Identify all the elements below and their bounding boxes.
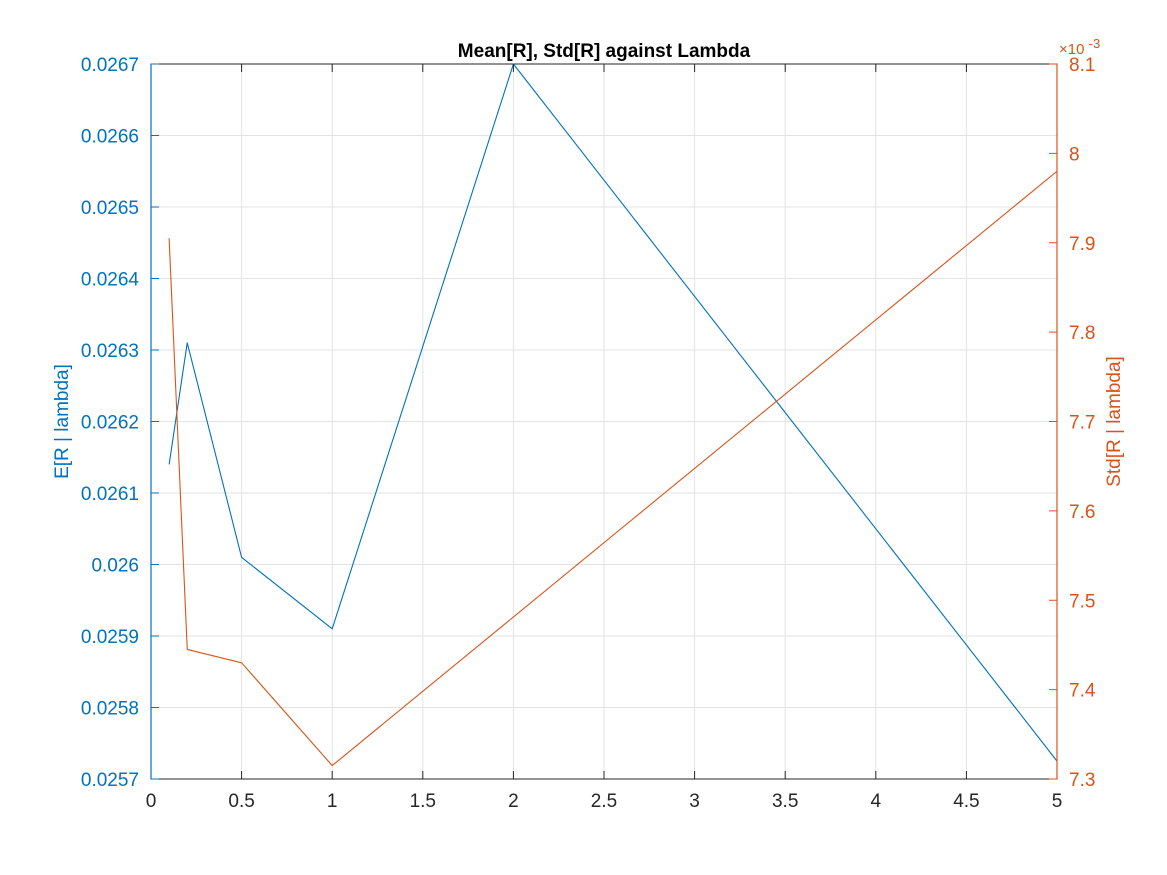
left-y-tick-label: 0.0264 bbox=[81, 270, 140, 291]
x-tick-label: 0.5 bbox=[228, 791, 254, 812]
x-tick-label: 2 bbox=[508, 791, 519, 812]
x-tick-label: 4 bbox=[871, 791, 882, 812]
left-y-tick-label: 0.0263 bbox=[81, 341, 139, 362]
chart-title: Mean[R], Std[R] against Lambda bbox=[458, 41, 751, 62]
x-tick-label: 4.5 bbox=[953, 791, 979, 812]
std-series-line bbox=[168, 170, 1058, 767]
right-axis-exponent: ×10 -3 bbox=[1059, 36, 1100, 58]
right-y-tick-label: 8.1 bbox=[1069, 55, 1095, 76]
left-y-tick-label: 0.0257 bbox=[81, 770, 139, 791]
mean-series-line bbox=[168, 63, 1058, 762]
x-tick-label: 0 bbox=[146, 791, 157, 812]
grid bbox=[150, 63, 1058, 780]
x-tick-label: 1.5 bbox=[410, 791, 436, 812]
right-y-tick-label: 8 bbox=[1069, 144, 1080, 165]
left-y-tick-label: 0.0267 bbox=[81, 55, 139, 76]
x-tick-label: 3.5 bbox=[772, 791, 798, 812]
left-y-tick-label: 0.0259 bbox=[81, 627, 139, 648]
right-y-tick-label: 7.7 bbox=[1069, 413, 1095, 434]
right-axis-label: Std[R | lambda] bbox=[1104, 356, 1125, 487]
exponent-base: ×10 bbox=[1059, 41, 1084, 58]
right-y-tick-label: 7.6 bbox=[1069, 502, 1095, 523]
left-y-tick-label: 0.0265 bbox=[81, 198, 139, 219]
exponent-power: -3 bbox=[1089, 36, 1101, 51]
axes: 0 0.5 1 1.5 2 2.5 3 3.5 4 4.5 5 0.0257 0.0258 0.0259 0… bbox=[81, 55, 1096, 812]
right-y-tick-label: 7.3 bbox=[1069, 770, 1095, 791]
right-y-tick-label: 7.5 bbox=[1069, 591, 1095, 612]
left-axis-label: E[R | lambda] bbox=[52, 364, 73, 479]
right-y-tick-label: 7.4 bbox=[1069, 681, 1096, 702]
x-tick-label: 2.5 bbox=[591, 791, 617, 812]
series-group bbox=[168, 63, 1058, 767]
x-tick-label: 1 bbox=[327, 791, 338, 812]
left-y-tick-label: 0.0258 bbox=[81, 699, 139, 720]
left-y-tick-label: 0.0266 bbox=[81, 127, 139, 148]
left-y-tick-label: 0.026 bbox=[91, 556, 139, 577]
right-y-tick-label: 7.9 bbox=[1069, 234, 1095, 255]
right-y-tick-label: 7.8 bbox=[1069, 323, 1095, 344]
left-y-tick-label: 0.0262 bbox=[81, 413, 139, 434]
x-tick-label: 5 bbox=[1052, 791, 1063, 812]
x-tick-label: 3 bbox=[689, 791, 700, 812]
left-y-tick-label: 0.0261 bbox=[81, 484, 139, 505]
